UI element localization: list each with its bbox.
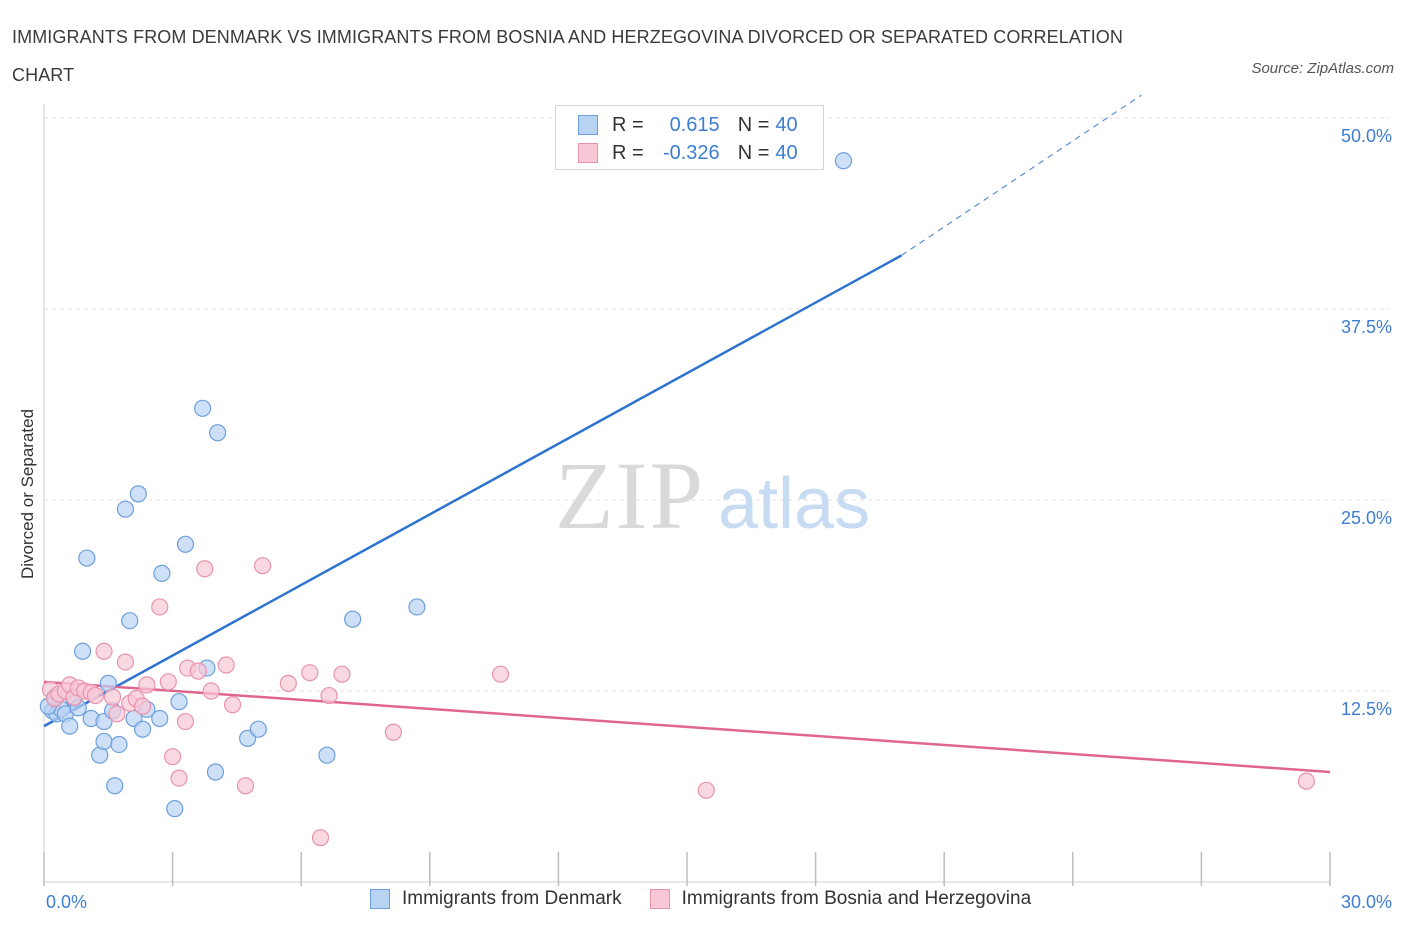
bosnia-point bbox=[491, 665, 510, 683]
y-tick-label: 25.0% bbox=[1341, 508, 1392, 528]
denmark-point bbox=[194, 399, 212, 417]
bosnia-point bbox=[164, 748, 182, 766]
denmark-point bbox=[95, 732, 113, 751]
bosnia-point bbox=[159, 673, 177, 691]
bosnia-point bbox=[301, 664, 319, 682]
bosnia-point bbox=[116, 653, 135, 671]
bosnia-point bbox=[254, 557, 272, 575]
denmark-trend-line bbox=[43, 254, 902, 728]
denmark-trend-extension bbox=[900, 94, 1142, 257]
legend-r-value: 0.615 bbox=[669, 113, 720, 136]
bosnia-point bbox=[108, 705, 126, 723]
series-name-bosnia: Immigrants from Bosnia and Herzegovina bbox=[681, 888, 1032, 909]
source-label: Source: ZipAtlas.com bbox=[1251, 60, 1394, 77]
bosnia-point bbox=[236, 777, 255, 795]
denmark-point bbox=[249, 720, 267, 738]
bosnia-point bbox=[151, 598, 169, 616]
denmark-point bbox=[834, 152, 853, 170]
y-axis-label: Divorced or Separated bbox=[18, 409, 37, 579]
series-name-denmark: Immigrants from Denmark bbox=[402, 888, 622, 909]
x-tick-label: 30.0% bbox=[1341, 892, 1392, 912]
bosnia-point bbox=[189, 662, 207, 680]
legend-r-label: R = bbox=[612, 113, 644, 136]
bosnia-point bbox=[320, 686, 338, 705]
denmark-point bbox=[170, 693, 188, 711]
denmark-point bbox=[110, 735, 128, 754]
legend-n-label: N = bbox=[737, 113, 770, 136]
denmark-point bbox=[151, 709, 169, 728]
stats-legend: R = 0.615 N = 40 R = -0.326 N = 40 bbox=[555, 105, 824, 170]
bosnia-point bbox=[138, 676, 156, 694]
bosnia-point bbox=[133, 697, 152, 715]
denmark-point bbox=[153, 564, 171, 582]
watermark: ZIP atlas bbox=[555, 442, 870, 549]
bosnia-point bbox=[333, 665, 351, 683]
denmark-point bbox=[78, 549, 96, 567]
series-swatch-bosnia bbox=[649, 889, 670, 909]
denmark-point bbox=[133, 720, 152, 738]
legend-r-value: -0.326 bbox=[662, 141, 720, 164]
denmark-point bbox=[73, 642, 92, 660]
legend-n-label: N = bbox=[737, 141, 770, 164]
bosnia-trend-line bbox=[43, 680, 1331, 774]
denmark-point bbox=[121, 612, 139, 630]
y-tick-label: 37.5% bbox=[1341, 317, 1392, 337]
denmark-point bbox=[206, 763, 225, 781]
bosnia-point bbox=[311, 829, 330, 847]
legend-swatch-bosnia bbox=[578, 143, 598, 163]
denmark-point bbox=[209, 424, 227, 442]
denmark-point bbox=[61, 717, 79, 735]
watermark-zip: ZIP bbox=[555, 442, 705, 549]
denmark-point bbox=[318, 746, 336, 764]
chart-title: IMMIGRANTS FROM DENMARK VS IMMIGRANTS FR… bbox=[12, 27, 1124, 85]
legend-n-value: 40 bbox=[775, 113, 798, 136]
bosnia-point bbox=[170, 769, 188, 787]
legend-swatch-denmark bbox=[578, 115, 598, 135]
bosnia-point bbox=[196, 560, 214, 578]
bosnia-point bbox=[176, 712, 195, 731]
denmark-point bbox=[408, 598, 426, 616]
series-legend-denmark: Immigrants from Denmark bbox=[370, 888, 622, 910]
legend-row-denmark: R = 0.615 N = 40 bbox=[578, 111, 798, 139]
series-legend: Immigrants from Denmark Immigrants from … bbox=[370, 888, 1059, 910]
y-tick-label: 50.0% bbox=[1341, 126, 1392, 146]
bosnia-point bbox=[224, 696, 242, 714]
bosnia-point bbox=[202, 682, 220, 700]
denmark-point bbox=[116, 500, 135, 518]
legend-r-label: R = bbox=[612, 141, 644, 164]
denmark-point bbox=[344, 610, 362, 628]
y-tick-label: 12.5% bbox=[1341, 699, 1392, 719]
series-legend-bosnia: Immigrants from Bosnia and Herzegovina bbox=[649, 888, 1032, 910]
bosnia-point bbox=[86, 686, 105, 705]
bosnia-point bbox=[697, 781, 715, 799]
legend-n-value: 40 bbox=[775, 141, 798, 164]
series-swatch-denmark bbox=[370, 889, 390, 909]
denmark-point bbox=[166, 800, 184, 818]
legend-row-bosnia: R = -0.326 N = 40 bbox=[578, 139, 798, 167]
bosnia-point bbox=[1297, 772, 1316, 790]
denmark-point bbox=[129, 485, 147, 503]
bosnia-point bbox=[217, 656, 235, 674]
x-tick-label: 0.0% bbox=[46, 892, 87, 912]
bosnia-point bbox=[95, 642, 113, 660]
bosnia-point bbox=[384, 723, 402, 741]
bosnia-point bbox=[103, 688, 122, 706]
denmark-point bbox=[176, 535, 195, 553]
bosnia-point bbox=[279, 674, 297, 692]
denmark-point bbox=[106, 777, 124, 795]
watermark-atlas: atlas bbox=[718, 464, 870, 544]
